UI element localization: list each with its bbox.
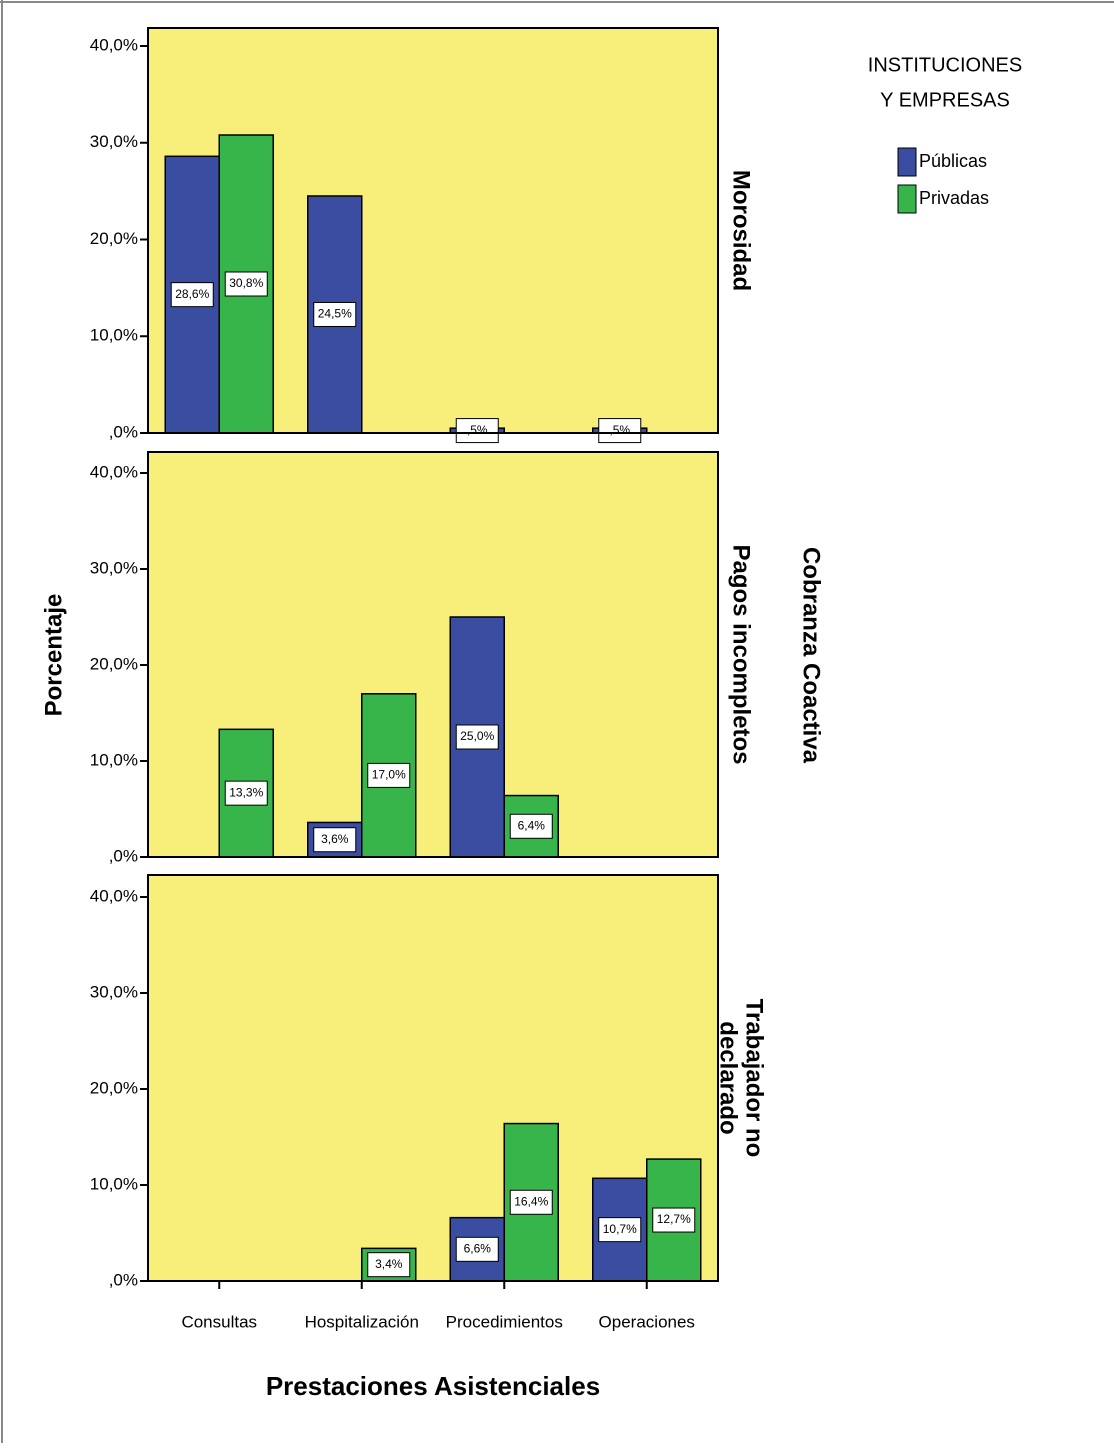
value-label: 17,0% xyxy=(372,768,406,782)
value-label-box xyxy=(455,724,499,750)
value-label: 12,7% xyxy=(657,1212,691,1226)
value-label: 10,7% xyxy=(603,1222,637,1236)
y-tick-label: ,0% xyxy=(109,1270,138,1289)
y-tick-label: 10,0% xyxy=(90,1174,138,1193)
value-label-box xyxy=(598,1217,642,1243)
panel-title: Trabajador no xyxy=(741,999,768,1158)
y-tick-label: ,0% xyxy=(109,422,138,441)
y-tick-label: 10,0% xyxy=(90,326,138,345)
legend-swatch xyxy=(897,147,917,177)
panel-title: declarado xyxy=(715,1021,742,1134)
value-label-box xyxy=(367,1252,411,1278)
value-label-box xyxy=(313,301,357,327)
y-tick-label: ,0% xyxy=(109,846,138,865)
x-tick-label: Consultas xyxy=(181,1312,257,1331)
value-label: 6,6% xyxy=(464,1241,492,1255)
value-label-box xyxy=(455,418,499,444)
panel-title: Morosidad xyxy=(728,170,755,291)
value-label-box xyxy=(170,282,214,308)
value-label: 30,8% xyxy=(229,276,263,290)
value-label: ,5% xyxy=(609,423,630,437)
y-tick-label: 40,0% xyxy=(90,35,138,54)
legend-title: INSTITUCIONES xyxy=(868,54,1022,76)
value-label-box xyxy=(652,1207,696,1233)
legend-label: Públicas xyxy=(919,151,987,171)
y-tick-label: 20,0% xyxy=(90,654,138,673)
x-tick-label: Procedimientos xyxy=(446,1312,563,1331)
y-tick-label: 30,0% xyxy=(90,982,138,1001)
y-tick-label: 20,0% xyxy=(90,229,138,248)
value-label: 16,4% xyxy=(514,1194,548,1208)
value-label-box xyxy=(224,271,268,297)
value-label-box xyxy=(224,780,268,806)
x-axis-label: Prestaciones Asistenciales xyxy=(266,1371,600,1401)
x-tick-label: Operaciones xyxy=(599,1312,695,1331)
value-label-box xyxy=(367,762,411,788)
row-group-label: Cobranza Coactiva xyxy=(798,547,825,764)
value-label-box xyxy=(455,1236,499,1262)
y-tick-label: 40,0% xyxy=(90,462,138,481)
value-label-box xyxy=(598,418,642,444)
value-label-box xyxy=(509,813,553,839)
value-label: 25,0% xyxy=(460,729,494,743)
value-label: 13,3% xyxy=(229,785,263,799)
value-label: 24,5% xyxy=(318,307,352,321)
value-label: ,5% xyxy=(467,423,488,437)
y-tick-label: 30,0% xyxy=(90,132,138,151)
legend-title: Y EMPRESAS xyxy=(880,89,1010,111)
legend-swatch xyxy=(897,184,917,214)
legend-label: Privadas xyxy=(919,188,989,208)
y-tick-label: 10,0% xyxy=(90,750,138,769)
y-axis-label: Porcentaje xyxy=(40,594,67,717)
y-tick-label: 40,0% xyxy=(90,886,138,905)
value-label: 3,6% xyxy=(321,832,349,846)
value-label-box xyxy=(509,1189,553,1215)
x-tick-label: Hospitalización xyxy=(305,1312,419,1331)
value-label-box xyxy=(313,827,357,853)
y-tick-label: 30,0% xyxy=(90,558,138,577)
value-label: 6,4% xyxy=(518,818,546,832)
y-tick-label: 20,0% xyxy=(90,1078,138,1097)
value-label: 3,4% xyxy=(375,1257,403,1271)
value-label: 28,6% xyxy=(175,287,209,301)
panel-title: Pagos incompletos xyxy=(728,544,755,764)
